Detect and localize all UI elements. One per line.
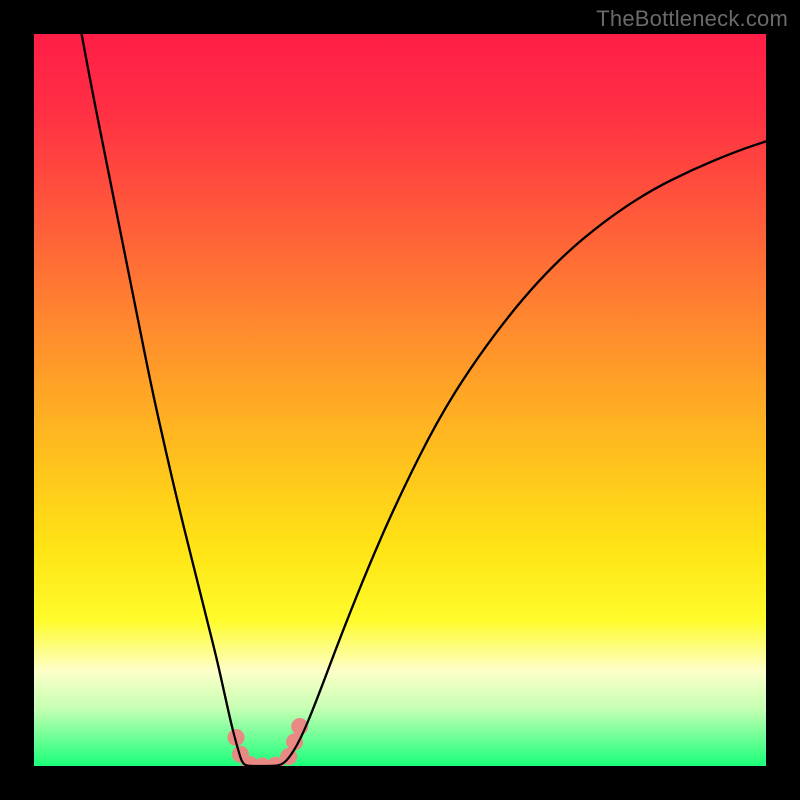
chart-frame: TheBottleneck.com: [0, 0, 800, 800]
chart-svg: [0, 0, 800, 800]
watermark-label: TheBottleneck.com: [596, 6, 788, 32]
